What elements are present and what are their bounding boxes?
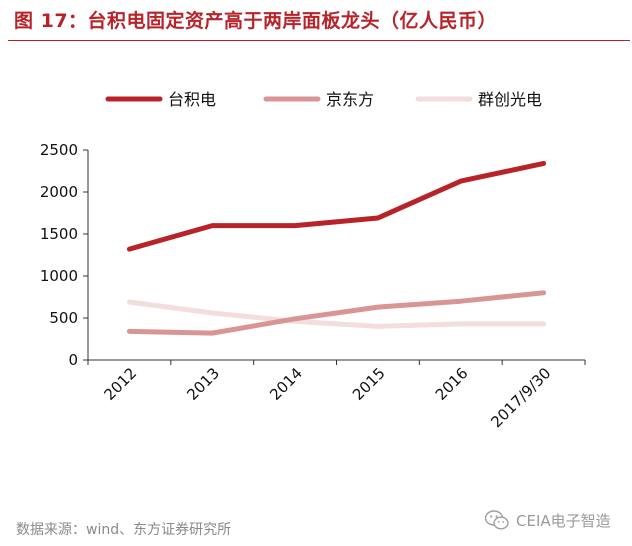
chart-title: 图 17：台积电固定资产高于两岸面板龙头（亿人民币） [14,10,498,32]
wechat-icon [484,510,509,530]
watermark: CEIA电子智造 [484,506,611,534]
series-line-2 [126,299,547,329]
watermark-text: CEIA电子智造 [516,511,611,530]
title-divider [8,40,630,41]
x-tick-label: 2014 [266,364,306,404]
x-tick-label: 2013 [183,364,223,404]
x-tick-label: 2015 [349,364,389,404]
y-tick-label: 0 [68,351,78,369]
y-tick-label: 2000 [40,183,78,201]
chart-legend: 台积电 京东方 群创光电 [105,90,542,109]
x-axis-ticks: 2012 2013 2014 2015 2016 2017/9/30 [87,360,586,431]
legend-label: 群创光电 [478,90,542,109]
series-lines [126,160,547,336]
y-axis-ticks: 0 500 1000 1500 2000 2500 [40,141,88,369]
series-line-0 [126,160,547,252]
source-note: 数据来源：wind、东方证券研究所 [16,522,232,538]
y-tick-label: 500 [49,309,78,327]
y-tick-label: 1000 [40,267,78,285]
y-tick-label: 2500 [40,141,78,159]
y-tick-label: 1500 [40,225,78,243]
x-tick-label: 2016 [432,364,472,404]
series-line-1 [126,290,547,336]
legend-label: 台积电 [168,90,216,109]
legend-label: 京东方 [326,90,374,109]
x-tick-label: 2012 [101,364,141,404]
x-tick-label: 2017/9/30 [487,364,554,431]
